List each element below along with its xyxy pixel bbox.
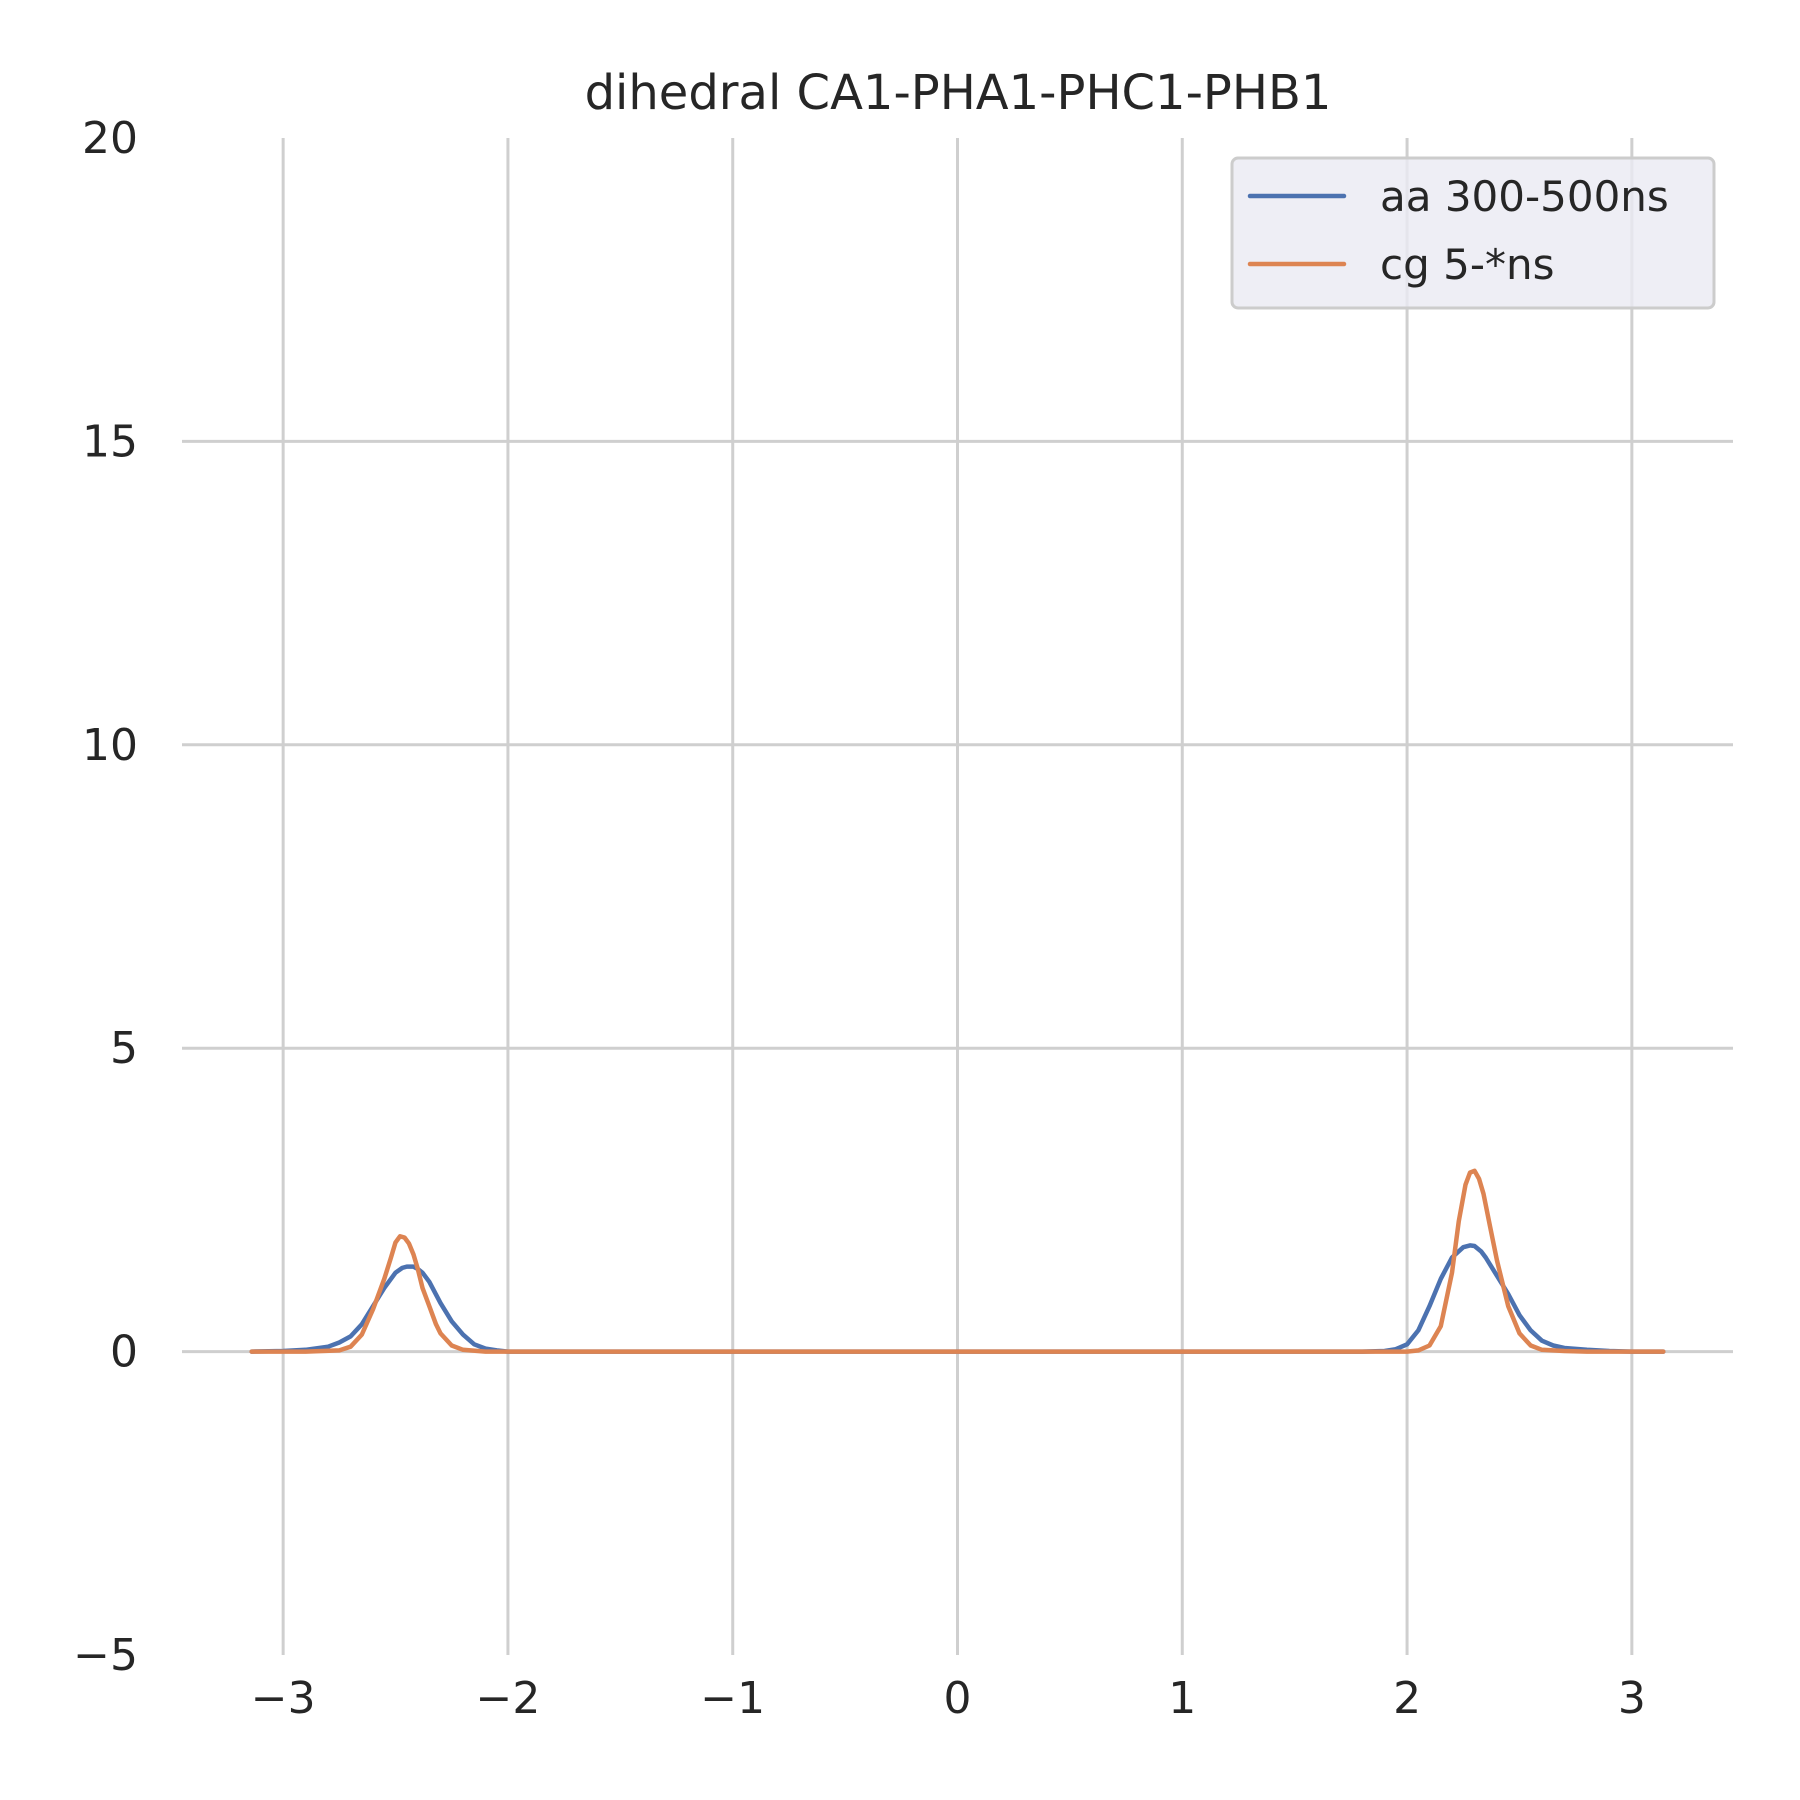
- x-tick-label: 2: [1393, 1673, 1421, 1724]
- legend-label: aa 300-500ns: [1380, 172, 1669, 221]
- y-tick-label: 15: [82, 416, 138, 467]
- y-tick-label: 0: [110, 1327, 138, 1378]
- series-lines: [249, 1168, 1666, 1354]
- x-tick-label: 1: [1168, 1673, 1196, 1724]
- grid-lines: [182, 138, 1733, 1655]
- tick-labels: −3 −2 −1 0 1 2 3 −5 0 5 10 15 20: [73, 113, 1646, 1724]
- legend: aa 300-500ns cg 5-*ns: [1230, 156, 1716, 310]
- x-tick-label: −2: [475, 1673, 540, 1724]
- x-tick-label: −3: [251, 1673, 316, 1724]
- x-tick-label: 3: [1618, 1673, 1646, 1724]
- y-tick-label: 10: [82, 720, 138, 771]
- chart-title: dihedral CA1-PHA1-PHC1-PHB1: [585, 65, 1332, 121]
- legend-label: cg 5-*ns: [1380, 240, 1554, 289]
- y-tick-label: 5: [110, 1023, 138, 1074]
- legend-box: [1230, 156, 1716, 310]
- y-tick-label: 20: [82, 113, 138, 164]
- series-line-cg: [249, 1168, 1666, 1354]
- x-tick-label: −1: [700, 1673, 765, 1724]
- x-tick-label: 0: [944, 1673, 972, 1724]
- y-tick-label: −5: [73, 1630, 138, 1681]
